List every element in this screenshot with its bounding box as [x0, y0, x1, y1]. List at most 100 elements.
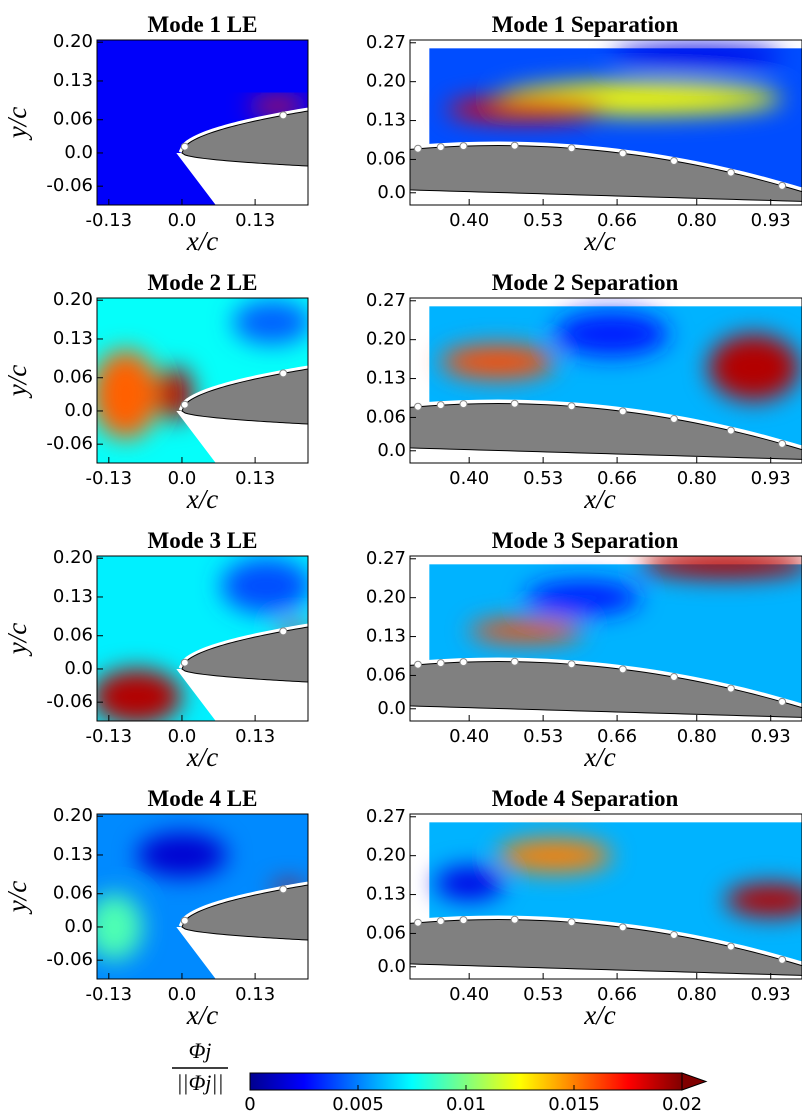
y-tick-label: 0.20: [53, 31, 93, 52]
x-tick-label: 0.40: [449, 210, 489, 231]
x-tick-label: 0.0: [168, 984, 197, 1005]
pressure-tap: [510, 657, 519, 666]
y-tick-label: 0.20: [53, 289, 93, 310]
x-tick-label: 0.80: [677, 726, 717, 747]
unmeasured-region: [176, 926, 308, 979]
frame: [409, 297, 802, 464]
below-lower: [410, 705, 802, 721]
field-blobs: [97, 300, 308, 439]
field-blob: [136, 832, 227, 878]
x-axis-label: x/c: [583, 484, 615, 514]
frame: [96, 555, 309, 722]
pressure-tap: [180, 916, 189, 925]
airfoil: [410, 661, 802, 718]
y-tick-label: 0.27: [366, 806, 406, 827]
frame: [96, 297, 309, 464]
field-blob: [611, 45, 783, 68]
pressure-tap: [436, 143, 445, 152]
y-axis-label: y/c: [2, 365, 32, 399]
y-tick-label: 0.0: [64, 142, 93, 163]
y-tick-label: 0.06: [53, 625, 93, 646]
pressure-tap: [618, 665, 627, 674]
field: [97, 556, 308, 721]
y-tick-label: 0.06: [366, 406, 406, 427]
x-tick-label: 0.53: [523, 210, 563, 231]
pressure-tap: [279, 885, 288, 894]
x-tick-label: -0.13: [86, 468, 133, 489]
field-blob: [497, 839, 612, 873]
y-tick-label: 0.0: [64, 658, 93, 679]
x-tick-label: 0.53: [523, 726, 563, 747]
field: [410, 306, 802, 463]
frame: [409, 813, 802, 980]
y-tick-label: 0.0: [377, 440, 406, 461]
x-axis-label: x/c: [583, 742, 615, 772]
x-axis-label: x/c: [186, 226, 218, 256]
y-tick-label: 0.06: [53, 367, 93, 388]
x-tick-label: 0.0: [168, 726, 197, 747]
field-blobs: [446, 45, 783, 122]
x-axis-label: x/c: [583, 1000, 615, 1030]
y-tick-label: 0.0: [377, 956, 406, 977]
y-tick-label: 0.13: [366, 884, 406, 905]
x-tick-label: -0.13: [86, 726, 133, 747]
frame: [409, 555, 802, 722]
frame: [409, 39, 802, 206]
x-axis-label: x/c: [186, 742, 218, 772]
below-lower: [410, 447, 802, 463]
y-tick-label: 0.13: [53, 328, 93, 349]
unmeasured-region: [176, 668, 308, 721]
pressure-tap: [567, 918, 576, 927]
field-blob: [97, 893, 143, 961]
y-axis-label: y/c: [2, 623, 32, 657]
y-tick-label: 0.20: [366, 845, 406, 866]
pressure-tap: [567, 660, 576, 669]
field-blob: [526, 581, 640, 615]
x-tick-label: -0.13: [86, 984, 133, 1005]
pressure-tap: [726, 942, 735, 951]
y-tick-label: -0.06: [46, 433, 93, 454]
field: [410, 45, 802, 205]
airfoil: [181, 884, 308, 941]
airfoil: [410, 919, 802, 976]
field: [97, 40, 308, 205]
y-tick-label: 0.13: [53, 844, 93, 865]
y-tick-label: 0.20: [366, 587, 406, 608]
x-tick-label: 0.66: [597, 984, 637, 1005]
x-tick-label: 0.13: [235, 468, 275, 489]
y-tick-label: 0.0: [64, 400, 93, 421]
field-blob: [440, 345, 555, 379]
airfoil: [181, 626, 308, 683]
pressure-tap: [618, 149, 627, 158]
x-tick-label: 0.40: [449, 468, 489, 489]
x-tick-label: 0.93: [751, 468, 791, 489]
x-tick-label: 0.13: [235, 210, 275, 231]
field-blob: [446, 97, 606, 122]
below-lower: [410, 189, 802, 205]
panel: Mode 4 LE -0.13 0.0 0.13 -0.06 0.0 0.06 0.13 0.2…: [2, 786, 309, 1030]
y-tick-label: 0.0: [377, 698, 406, 719]
pressure-tap: [180, 658, 189, 667]
panel: Mode 1 LE -0.13 0.0 0.13 -0.06 0.0 0.06 0.13 0.2…: [2, 12, 309, 256]
pressure-tap: [413, 918, 422, 927]
airfoil: [181, 110, 308, 167]
panel-title: Mode 2 Separation: [492, 270, 679, 295]
y-tick-label: -0.06: [46, 949, 93, 970]
pressure-tap: [778, 181, 787, 190]
field-blob: [725, 883, 802, 917]
y-tick-label: 0.06: [366, 148, 406, 169]
x-axis-label: x/c: [583, 226, 615, 256]
y-tick-label: 0.20: [53, 805, 93, 826]
field-blob: [221, 558, 308, 614]
pressure-tap: [510, 915, 519, 924]
pressure-tap: [510, 399, 519, 408]
x-tick-label: 0.93: [751, 984, 791, 1005]
pressure-tap: [669, 931, 678, 940]
y-tick-label: 0.13: [366, 368, 406, 389]
field-blob: [232, 300, 308, 345]
pressure-tap: [778, 697, 787, 706]
x-tick-label: 0.40: [449, 984, 489, 1005]
field-blobs: [97, 558, 308, 721]
airfoil: [410, 145, 802, 202]
